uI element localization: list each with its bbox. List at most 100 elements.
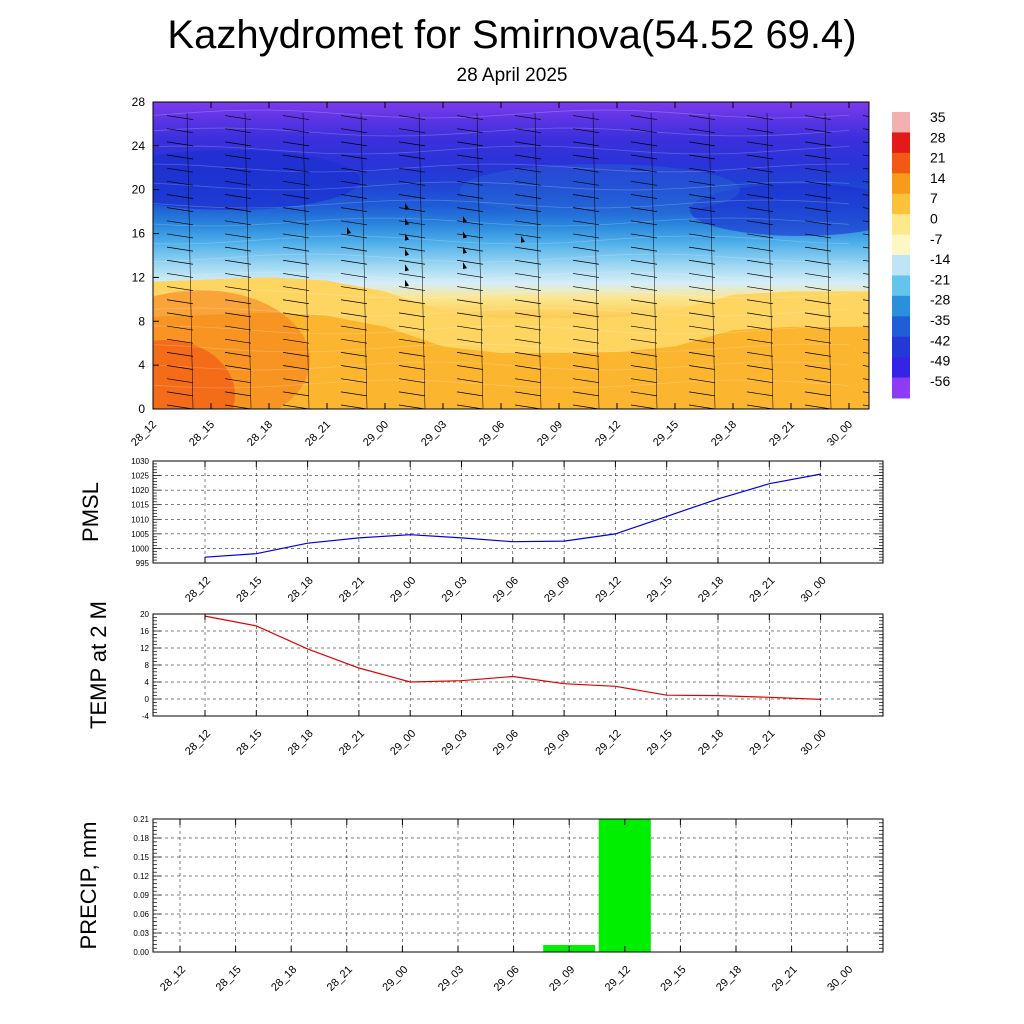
- wind-barb: [630, 325, 658, 331]
- wind-barb: [746, 246, 774, 252]
- x-tick-label: 29_06: [492, 964, 522, 994]
- x-tick-label: 28_18: [245, 419, 275, 449]
- wind-barb: [166, 404, 194, 409]
- wind-barb: [804, 299, 832, 305]
- wind-barb: [630, 207, 658, 212]
- wind-barb: [224, 259, 252, 265]
- y-tick-label: 12: [140, 644, 149, 653]
- x-tick-label: 28_15: [214, 964, 244, 994]
- wind-barb: [688, 325, 716, 331]
- y-tick-label: 20: [132, 183, 146, 197]
- wind-barb: [746, 233, 774, 239]
- wind-barb-staff: [766, 112, 774, 409]
- wind-barb: [746, 352, 774, 357]
- colorbar-swatch: [892, 214, 910, 236]
- wind-barb: [572, 391, 600, 397]
- wind-barb: [630, 115, 658, 120]
- wind-barb: [630, 259, 658, 265]
- wind-barb: [282, 128, 310, 134]
- colorbar-label: -21: [930, 271, 950, 287]
- contour-line: [153, 145, 850, 155]
- wind-barb: [572, 325, 600, 331]
- wind-barb-staff: [476, 112, 484, 409]
- wind-barb: [398, 115, 426, 120]
- wind-barb: [456, 299, 484, 305]
- wind-barb: [456, 167, 484, 173]
- wind-pennant: [405, 279, 409, 287]
- wind-barb: [746, 207, 774, 212]
- wind-barb: [572, 365, 600, 370]
- wind-barb: [746, 273, 774, 278]
- contour-line: [153, 271, 850, 281]
- x-tick-label: 29_09: [542, 728, 572, 758]
- wind-barb: [630, 404, 658, 409]
- colorbar-swatch: [892, 255, 910, 276]
- wind-barb: [224, 325, 252, 331]
- wind-barb: [862, 338, 869, 341]
- y-tick-label: 8: [145, 661, 150, 670]
- wind-barb: [688, 273, 716, 278]
- wind-barb: [630, 128, 658, 134]
- wind-barb: [398, 312, 426, 318]
- wind-barb: [514, 207, 542, 212]
- wind-barb: [166, 391, 194, 397]
- wind-barb: [804, 338, 832, 344]
- contour-line: [153, 235, 850, 245]
- wind-barb: [166, 378, 194, 384]
- contour-line: [153, 379, 850, 389]
- wind-barb: [746, 259, 774, 265]
- x-tick-label: 28_21: [337, 728, 367, 758]
- cross-section-panel: 0 4 8 12 16 20 24 28 28_12 28_15 28_18 28_21 29_00 29…: [129, 95, 870, 449]
- wind-barb: [340, 286, 368, 291]
- wind-barb: [804, 273, 832, 278]
- wind-barb: [862, 207, 869, 209]
- wind-barb: [340, 115, 368, 120]
- wind-barb: [514, 273, 542, 278]
- temp-panel: -4 0 4 8 12 16 20 28_12 28_15 28_18 28_21 29_00 29_0…: [86, 601, 884, 758]
- x-tick-label: 29_18: [714, 964, 744, 994]
- colorbar-swatch: [892, 316, 910, 338]
- wind-barb: [282, 352, 310, 357]
- wind-barb: [282, 154, 310, 160]
- y-tick-label: 0.12: [133, 872, 149, 881]
- wind-barb: [340, 167, 368, 173]
- wind-barb: [746, 391, 774, 397]
- wind-barb: [862, 167, 869, 170]
- wind-barb: [862, 299, 869, 302]
- wind-barb: [804, 404, 832, 409]
- wind-pennant: [405, 202, 409, 210]
- x-tick-label: 28_12: [129, 419, 159, 449]
- wind-barb: [224, 246, 252, 252]
- wind-barb: [514, 115, 542, 120]
- wind-barb: [340, 273, 368, 278]
- wind-barb: [572, 312, 600, 318]
- wind-barb: [572, 128, 600, 134]
- x-tick-label: 29_21: [770, 964, 800, 994]
- wind-barb-staff: [302, 112, 310, 409]
- wind-barb: [804, 207, 832, 212]
- wind-pennant: [405, 248, 409, 256]
- wind-barb: [456, 115, 484, 120]
- wind-barb: [340, 154, 368, 160]
- colorbar-swatch: [892, 173, 910, 195]
- wind-barb: [166, 154, 194, 160]
- wind-barb: [340, 259, 368, 265]
- wind-barb: [398, 207, 426, 212]
- wind-barb: [688, 378, 716, 384]
- wind-barb: [166, 141, 194, 147]
- pmsl-axis-title: PMSL: [78, 482, 103, 542]
- wind-barb-staff: [592, 112, 600, 409]
- wind-barb: [862, 365, 869, 367]
- wind-barb: [282, 273, 310, 278]
- wind-barb: [282, 220, 310, 226]
- y-tick-label: 1025: [131, 472, 149, 481]
- x-tick-label: 28_12: [183, 728, 213, 758]
- wind-pennant: [405, 264, 409, 272]
- wind-barb: [630, 391, 658, 397]
- wind-barb: [514, 352, 542, 357]
- contour-line: [153, 199, 850, 209]
- wind-barb: [456, 273, 484, 278]
- wind-barb: [746, 378, 774, 384]
- x-tick-label: 28_15: [234, 728, 264, 758]
- wind-pennant: [405, 233, 409, 241]
